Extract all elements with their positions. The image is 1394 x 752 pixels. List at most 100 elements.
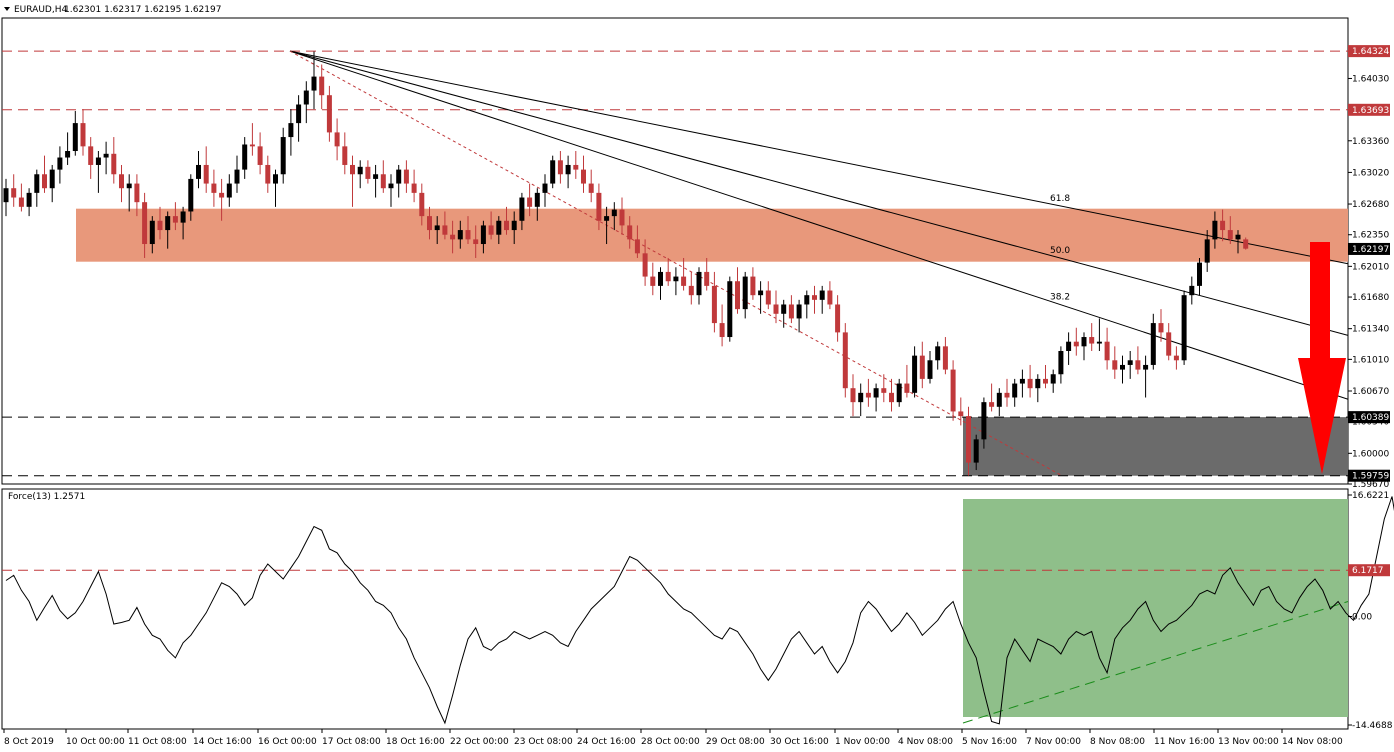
candle-body [996,392,1002,407]
level-badge-label: 1.59759 [1352,472,1389,482]
candle-body [527,197,533,207]
time-tick-label: 16 Oct 00:00 [258,737,317,747]
candle-body [72,123,78,152]
symbol-label: EURAUD,H4 [14,5,67,15]
candle-body [966,416,971,463]
candle-body [804,295,810,305]
candle-body [896,383,902,403]
candle-body [942,346,948,370]
candle-body [80,123,86,147]
candle-body [835,304,841,333]
candle-body [735,281,740,310]
candle-body [1012,383,1018,398]
price-tick-label: 1.63360 [1352,137,1389,147]
candle-body [57,157,63,170]
candle-body [557,160,563,175]
fib-fan-label: 61.8 [1050,194,1070,204]
candle-body [935,346,941,361]
candle-body [480,225,486,245]
candle-body [149,220,155,245]
candle-body [665,271,671,282]
candle-body [496,220,502,235]
candle-body [126,183,132,189]
candle-body [1227,230,1233,240]
candle-body [1058,350,1064,375]
candle-body [165,216,171,231]
candle-body [1004,392,1010,398]
time-axis: 8 Oct 2019 10 Oct 00:00 11 Oct 08:00 14 Oct… [2,728,1348,747]
candle-body [1197,262,1202,286]
candle-body [373,174,379,179]
candle-body [950,369,956,412]
candle-body [658,271,663,286]
candle-body [889,392,894,403]
level-badge [1348,103,1390,116]
candle-body [134,183,140,203]
candle-body [781,304,787,314]
time-tick-label: 5 Nov 16:00 [962,737,1017,747]
force-level-label: 6.1717 [1352,566,1384,576]
candle-body [265,164,271,184]
candle-body [157,220,163,231]
candle-body [49,169,55,189]
candle-body [727,281,733,338]
candle-body [65,151,71,158]
candle-body [596,192,602,221]
down-arrow-icon [1298,242,1346,474]
candle-body [1189,285,1195,296]
candle-body [773,304,779,314]
price-panel: 61.8 50.0 38.2 1.64030 1.63360 1.63020 1.6268… [1,17,1390,490]
candle-body [565,164,571,175]
candle-body [488,225,494,235]
candle-body [850,388,856,403]
fib-fan-label: 38.2 [1050,292,1070,302]
candle-body [1035,378,1041,389]
candle-body [95,157,101,165]
fib-fan-label: 50.0 [1050,246,1070,256]
candle-body [719,323,725,338]
fib-fan-line [289,50,1349,265]
candle-body [450,234,456,240]
candle-body [1135,360,1141,370]
level-badge [1348,469,1390,482]
candle-body [211,183,217,193]
candle-body [1127,360,1133,365]
candle-body [1104,341,1110,361]
candle-body [673,276,679,282]
candle-body [688,285,694,296]
candle-body [18,197,24,207]
time-tick-label: 14 Nov 08:00 [1282,737,1343,747]
candle-body [242,144,248,170]
candle-body [1081,337,1087,347]
candle-body [704,271,710,286]
candle-body [796,304,802,319]
candle-body [103,153,109,158]
candle-body [396,169,402,184]
candle-body [419,192,425,217]
candle-body [442,225,448,235]
candle-body [534,192,540,207]
time-tick-label: 4 Nov 08:00 [898,737,953,747]
candle-body [919,355,925,379]
candle-body [912,355,918,393]
candle-body [1089,337,1095,344]
collapse-triangle-icon[interactable] [4,7,10,11]
candle-body [611,209,617,217]
candle-body [473,239,479,245]
candle-body [1212,220,1218,240]
candle-body [758,290,764,296]
candle-body [788,304,794,319]
candle-body [11,188,17,198]
time-tick-label: 23 Oct 08:00 [514,737,573,747]
candle-body [1120,364,1125,370]
candle-body [742,276,748,310]
candle-body [111,153,117,175]
candle-body [427,216,432,231]
candle-body [1173,355,1179,361]
candle-body [457,230,463,240]
time-tick-label: 11 Nov 16:00 [1154,737,1215,747]
candle-body [119,174,124,189]
candle-body [234,169,240,184]
candle-body [627,225,633,240]
candle-body [858,392,864,403]
